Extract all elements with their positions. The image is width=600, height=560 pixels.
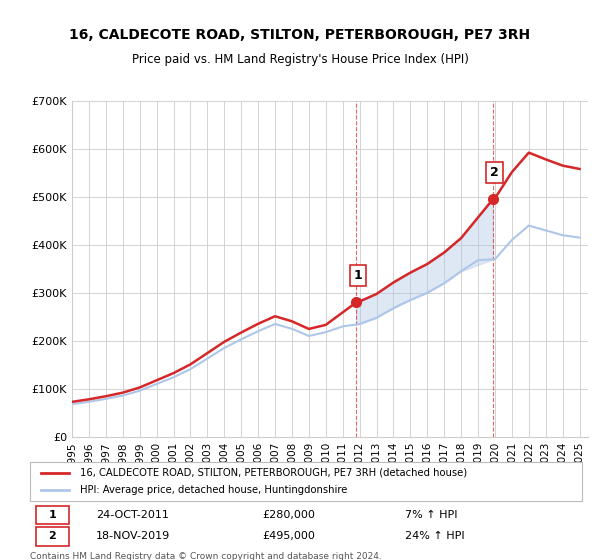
Text: 1: 1 bbox=[48, 510, 56, 520]
FancyBboxPatch shape bbox=[35, 527, 68, 546]
Text: 16, CALDECOTE ROAD, STILTON, PETERBOROUGH, PE7 3RH: 16, CALDECOTE ROAD, STILTON, PETERBOROUG… bbox=[70, 28, 530, 42]
FancyBboxPatch shape bbox=[35, 506, 68, 524]
Text: 16, CALDECOTE ROAD, STILTON, PETERBOROUGH, PE7 3RH (detached house): 16, CALDECOTE ROAD, STILTON, PETERBOROUG… bbox=[80, 468, 467, 478]
Text: £280,000: £280,000 bbox=[262, 510, 315, 520]
Text: 7% ↑ HPI: 7% ↑ HPI bbox=[406, 510, 458, 520]
Text: 2: 2 bbox=[490, 166, 499, 179]
Text: 24% ↑ HPI: 24% ↑ HPI bbox=[406, 531, 465, 542]
Text: Price paid vs. HM Land Registry's House Price Index (HPI): Price paid vs. HM Land Registry's House … bbox=[131, 53, 469, 66]
Text: Contains HM Land Registry data © Crown copyright and database right 2024.
This d: Contains HM Land Registry data © Crown c… bbox=[30, 552, 382, 560]
Text: 18-NOV-2019: 18-NOV-2019 bbox=[96, 531, 170, 542]
Text: 2: 2 bbox=[48, 531, 56, 542]
Text: 1: 1 bbox=[353, 269, 362, 282]
Text: HPI: Average price, detached house, Huntingdonshire: HPI: Average price, detached house, Hunt… bbox=[80, 485, 347, 495]
Text: 24-OCT-2011: 24-OCT-2011 bbox=[96, 510, 169, 520]
Text: £495,000: £495,000 bbox=[262, 531, 315, 542]
